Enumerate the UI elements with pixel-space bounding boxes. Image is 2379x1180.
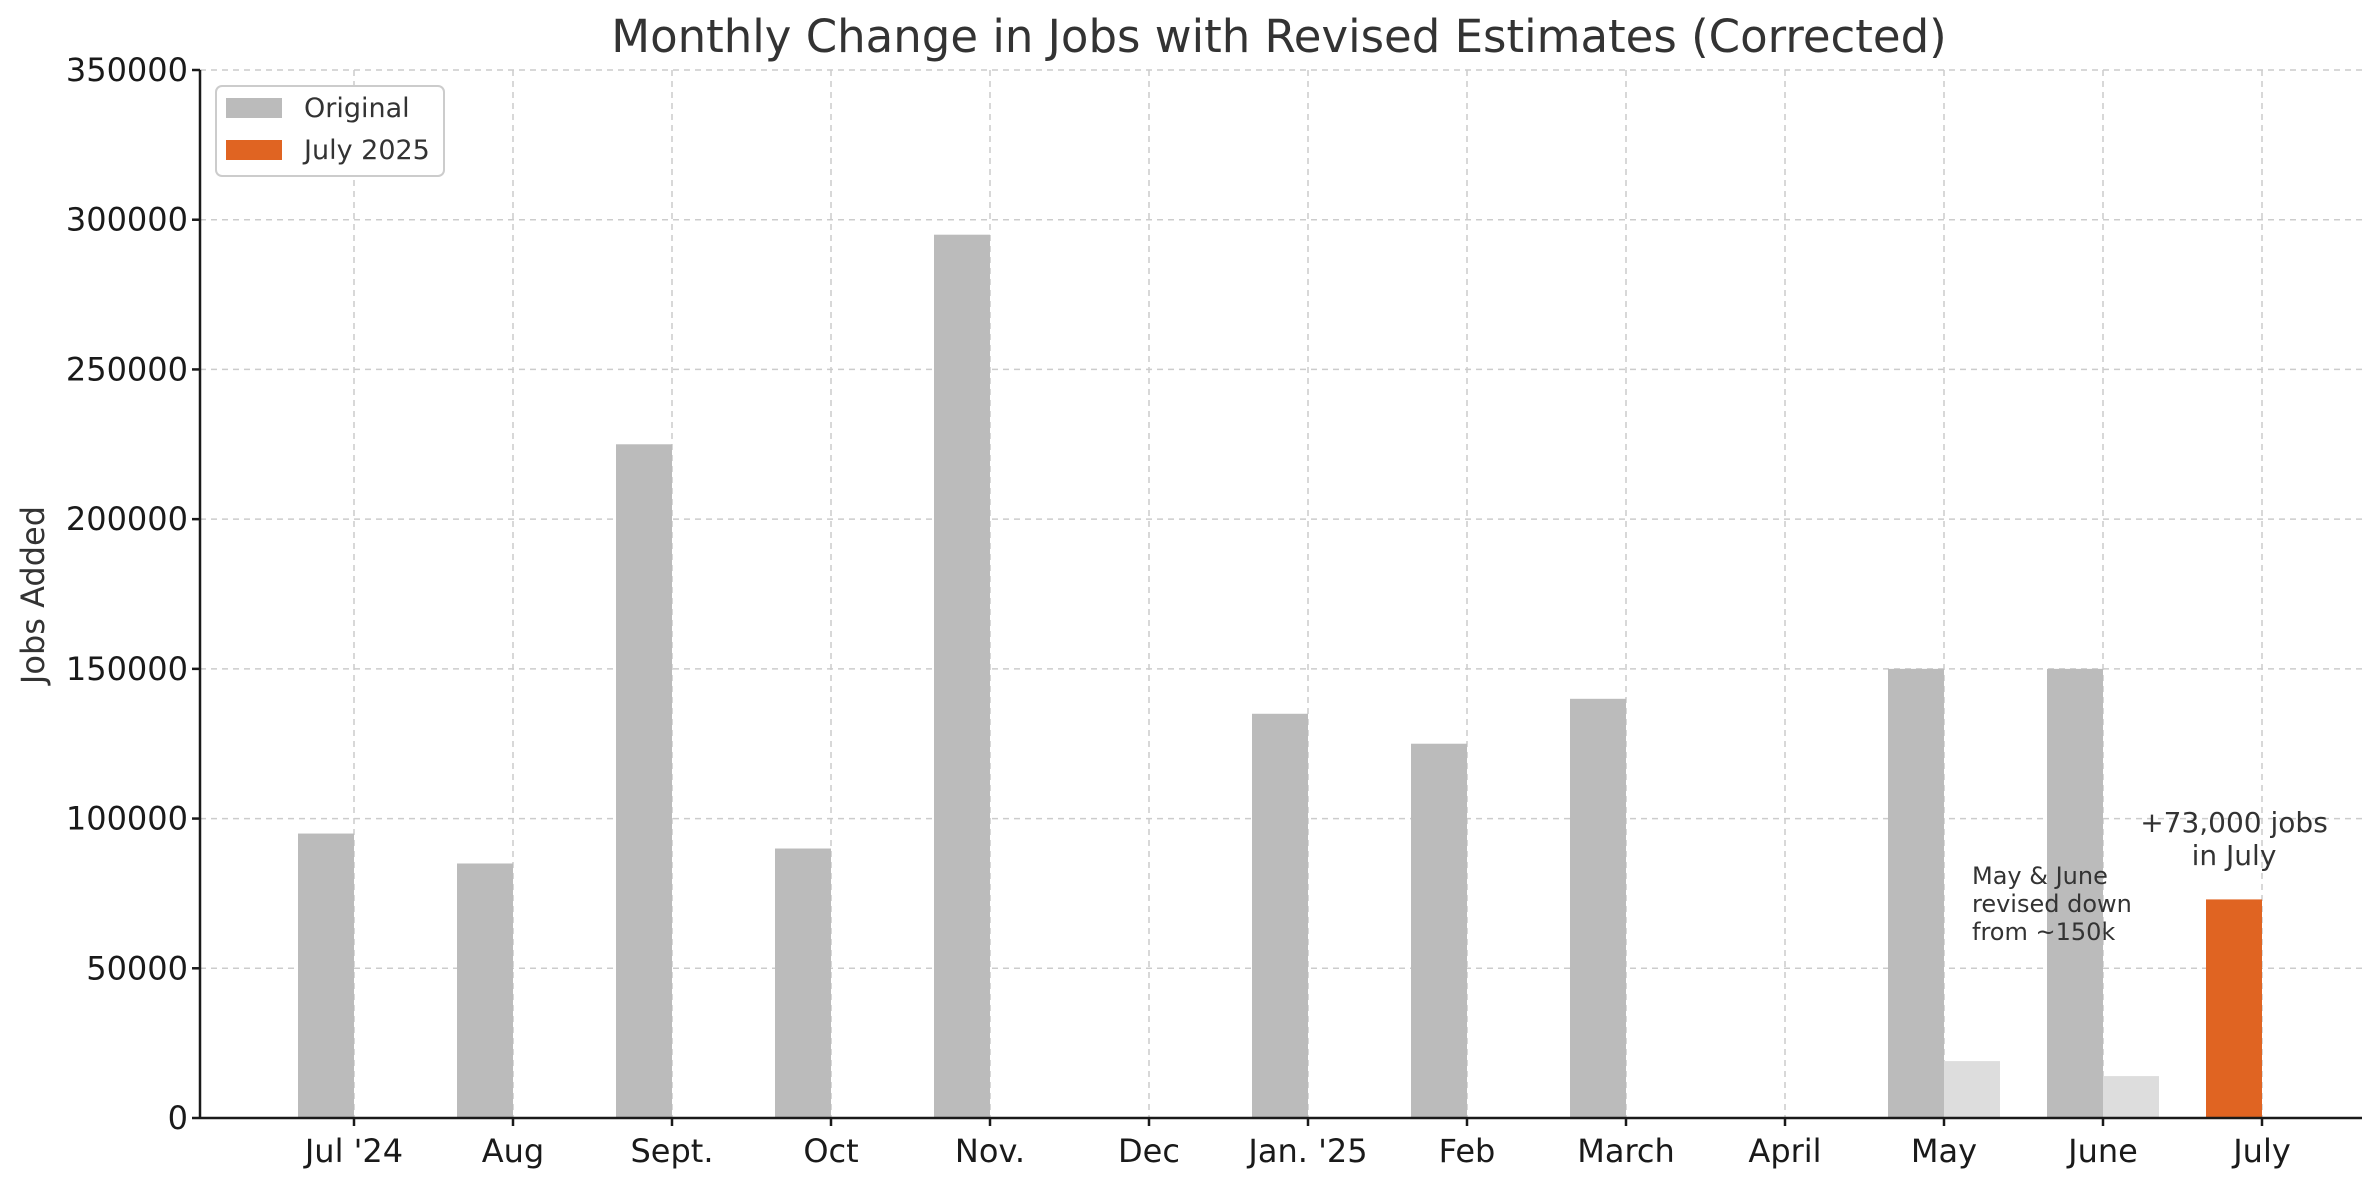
x-tick-label: June — [2066, 1132, 2138, 1170]
bar-original — [2047, 668, 2103, 1118]
x-tick-label: Sept. — [630, 1132, 713, 1170]
x-tick-label: Oct — [803, 1132, 858, 1170]
y-tick-label: 150000 — [66, 650, 188, 688]
x-tick-label: May — [1911, 1132, 1977, 1170]
annotation-revision: from ~150k — [1972, 918, 2115, 946]
y-tick-label: 200000 — [66, 500, 188, 538]
legend-swatch — [226, 140, 282, 160]
bar-original — [298, 833, 354, 1118]
annotation-revision: revised down — [1972, 890, 2132, 918]
bars — [298, 234, 2262, 1118]
bar-original — [1888, 668, 1944, 1118]
x-tick-label: March — [1577, 1132, 1675, 1170]
x-tick-label: Jul '24 — [303, 1132, 403, 1170]
bar-revised — [1944, 1061, 2000, 1118]
annotation-july: in July — [2192, 839, 2277, 872]
y-tick-label: 100000 — [66, 800, 188, 838]
tick-labels: 0 50000 100000 150000 200000 250000 300000 3500… — [66, 51, 2291, 1170]
bar-original — [457, 863, 513, 1118]
x-tick-label: July — [2231, 1132, 2291, 1170]
y-tick-label: 300000 — [66, 201, 188, 239]
legend-label: Original — [304, 93, 410, 124]
x-tick-label: Aug — [482, 1132, 544, 1170]
x-tick-label: Dec — [1118, 1132, 1180, 1170]
chart-title: Monthly Change in Jobs with Revised Esti… — [611, 10, 1946, 63]
bar-original — [934, 234, 990, 1118]
x-tick-label: Feb — [1439, 1132, 1496, 1170]
y-tick-label: 0 — [168, 1099, 188, 1137]
legend-swatch — [226, 98, 282, 118]
bar-original — [616, 444, 672, 1118]
y-tick-label: 350000 — [66, 51, 188, 89]
legend: Original July 2025 — [215, 85, 445, 177]
annotation-july: +73,000 jobs — [2140, 806, 2328, 839]
bar-original — [1570, 698, 1626, 1118]
bar-original — [1411, 743, 1467, 1118]
annotation-revision: May & June — [1972, 862, 2108, 890]
bar-july-2025 — [2206, 899, 2262, 1118]
x-tick-label: April — [1748, 1132, 1821, 1170]
bar-revised — [2103, 1076, 2159, 1118]
axes — [198, 70, 2362, 1120]
y-tick-label: 250000 — [66, 350, 188, 388]
legend-label: July 2025 — [302, 135, 430, 166]
bar-original — [775, 848, 831, 1118]
x-tick-label: Jan. '25 — [1246, 1132, 1367, 1170]
y-axis-label: Jobs Added — [14, 506, 52, 686]
bar-original — [1252, 713, 1308, 1118]
y-tick-label: 50000 — [86, 949, 188, 987]
x-tick-label: Nov. — [955, 1132, 1025, 1170]
